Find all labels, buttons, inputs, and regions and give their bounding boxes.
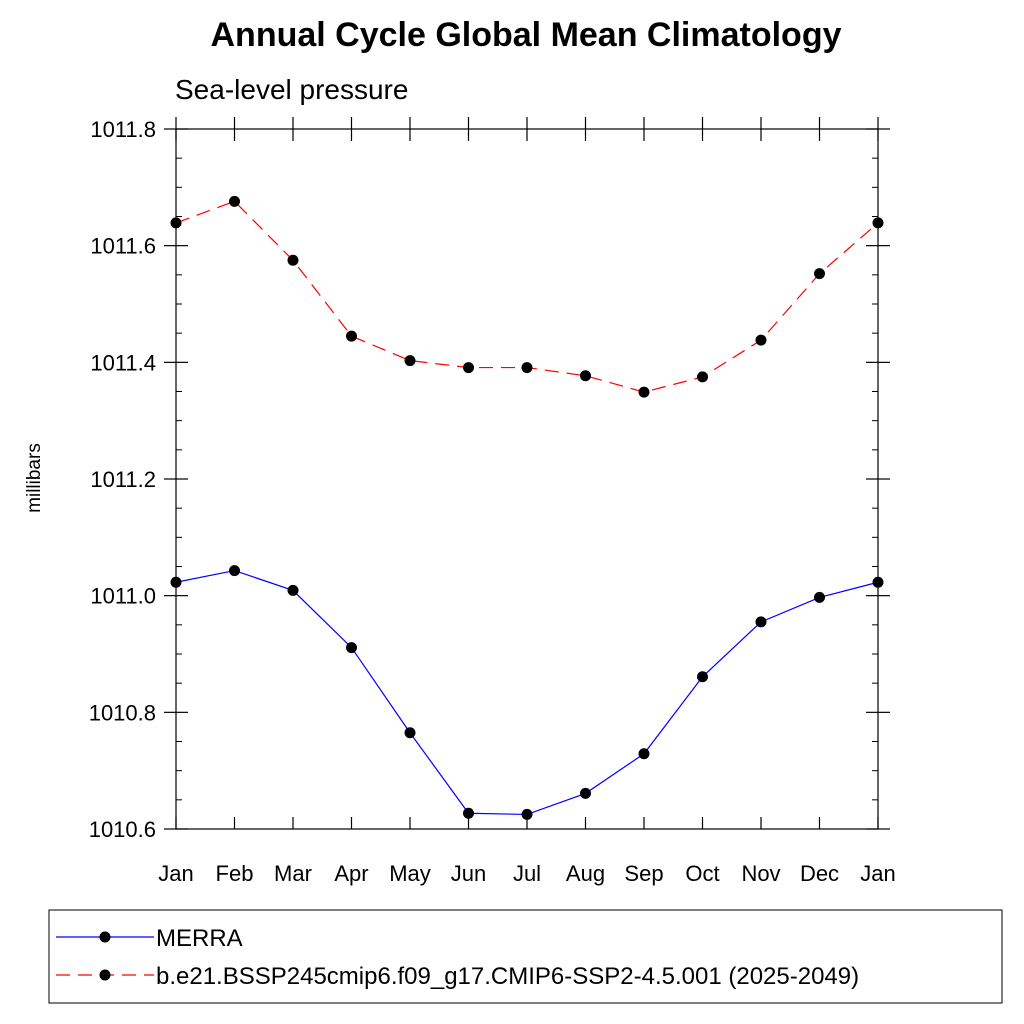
data-point [638,386,650,398]
data-point [755,334,767,346]
data-point [287,584,299,596]
major-ticks [164,117,890,830]
x-tick-labels: Jan Feb Mar Apr May Jun Jul Aug Sep Oct Nov Dec Jan [158,861,895,886]
y-axis-label: millibars [24,443,45,513]
y-tick-labels: 1010.6 1010.8 1011.0 1011.2 1011.4 1011.6 1011… [89,117,156,842]
x-tick-label: Jan [860,861,895,886]
x-tick-label: Aug [566,861,605,886]
series-1 [170,565,884,820]
data-point [580,787,591,799]
x-tick-label: May [389,861,431,886]
series-2 [170,195,884,398]
x-tick-label: Jun [451,861,486,886]
x-tick-label: Oct [685,861,719,886]
data-point [346,330,357,342]
data-point [287,254,299,266]
data-point [814,591,825,603]
x-tick-label: Dec [800,861,839,886]
chart-title: Annual Cycle Global Mean Climatology [211,16,842,54]
y-tick-label: 1010.8 [89,700,156,725]
legend-box [48,909,1003,1004]
x-tick-label: Sep [624,861,663,886]
x-tick-label: Jul [513,861,541,886]
x-tick-label: Mar [274,861,312,886]
legend-marker [99,969,111,981]
data-point [521,362,533,374]
data-point [346,642,357,654]
data-point [229,565,240,577]
data-point [697,371,708,383]
x-tick-label: Apr [334,861,368,886]
data-point [580,370,591,382]
y-tick-label: 1010.6 [89,817,156,842]
data-point [521,808,533,820]
data-point [814,268,825,280]
plot-frame [175,128,879,830]
x-tick-label: Feb [216,861,254,886]
data-point [638,748,650,760]
series-line [175,569,879,816]
data-point [404,355,416,367]
legend-item-1: MERRA [56,925,243,952]
legend-label: MERRA [156,925,243,952]
chart-subtitle: Sea-level pressure [175,74,408,105]
data-point [697,671,708,683]
y-tick-label: 1011.2 [90,467,156,492]
data-point [229,195,240,207]
legend: MERRA b.e21.BSSP245cmip6.f09_g17.CMIP6-SS… [48,909,1003,1004]
x-tick-label: Nov [741,861,780,886]
minor-ticks [176,157,878,801]
legend-label: b.e21.BSSP245cmip6.f09_g17.CMIP6-SSP2-4.… [156,963,859,990]
legend-marker [99,931,111,943]
y-tick-label: 1011.6 [90,234,156,259]
series-layer [170,195,884,820]
x-tick-label: Jan [158,861,193,886]
y-tick-label: 1011.4 [90,350,156,375]
y-tick-label: 1011.0 [90,584,156,609]
data-point [404,727,416,739]
data-point [755,616,767,628]
legend-item-2: b.e21.BSSP245cmip6.f09_g17.CMIP6-SSP2-4.… [56,963,859,990]
y-tick-label: 1011.8 [90,117,156,142]
data-point [463,362,474,374]
data-point [463,807,474,819]
